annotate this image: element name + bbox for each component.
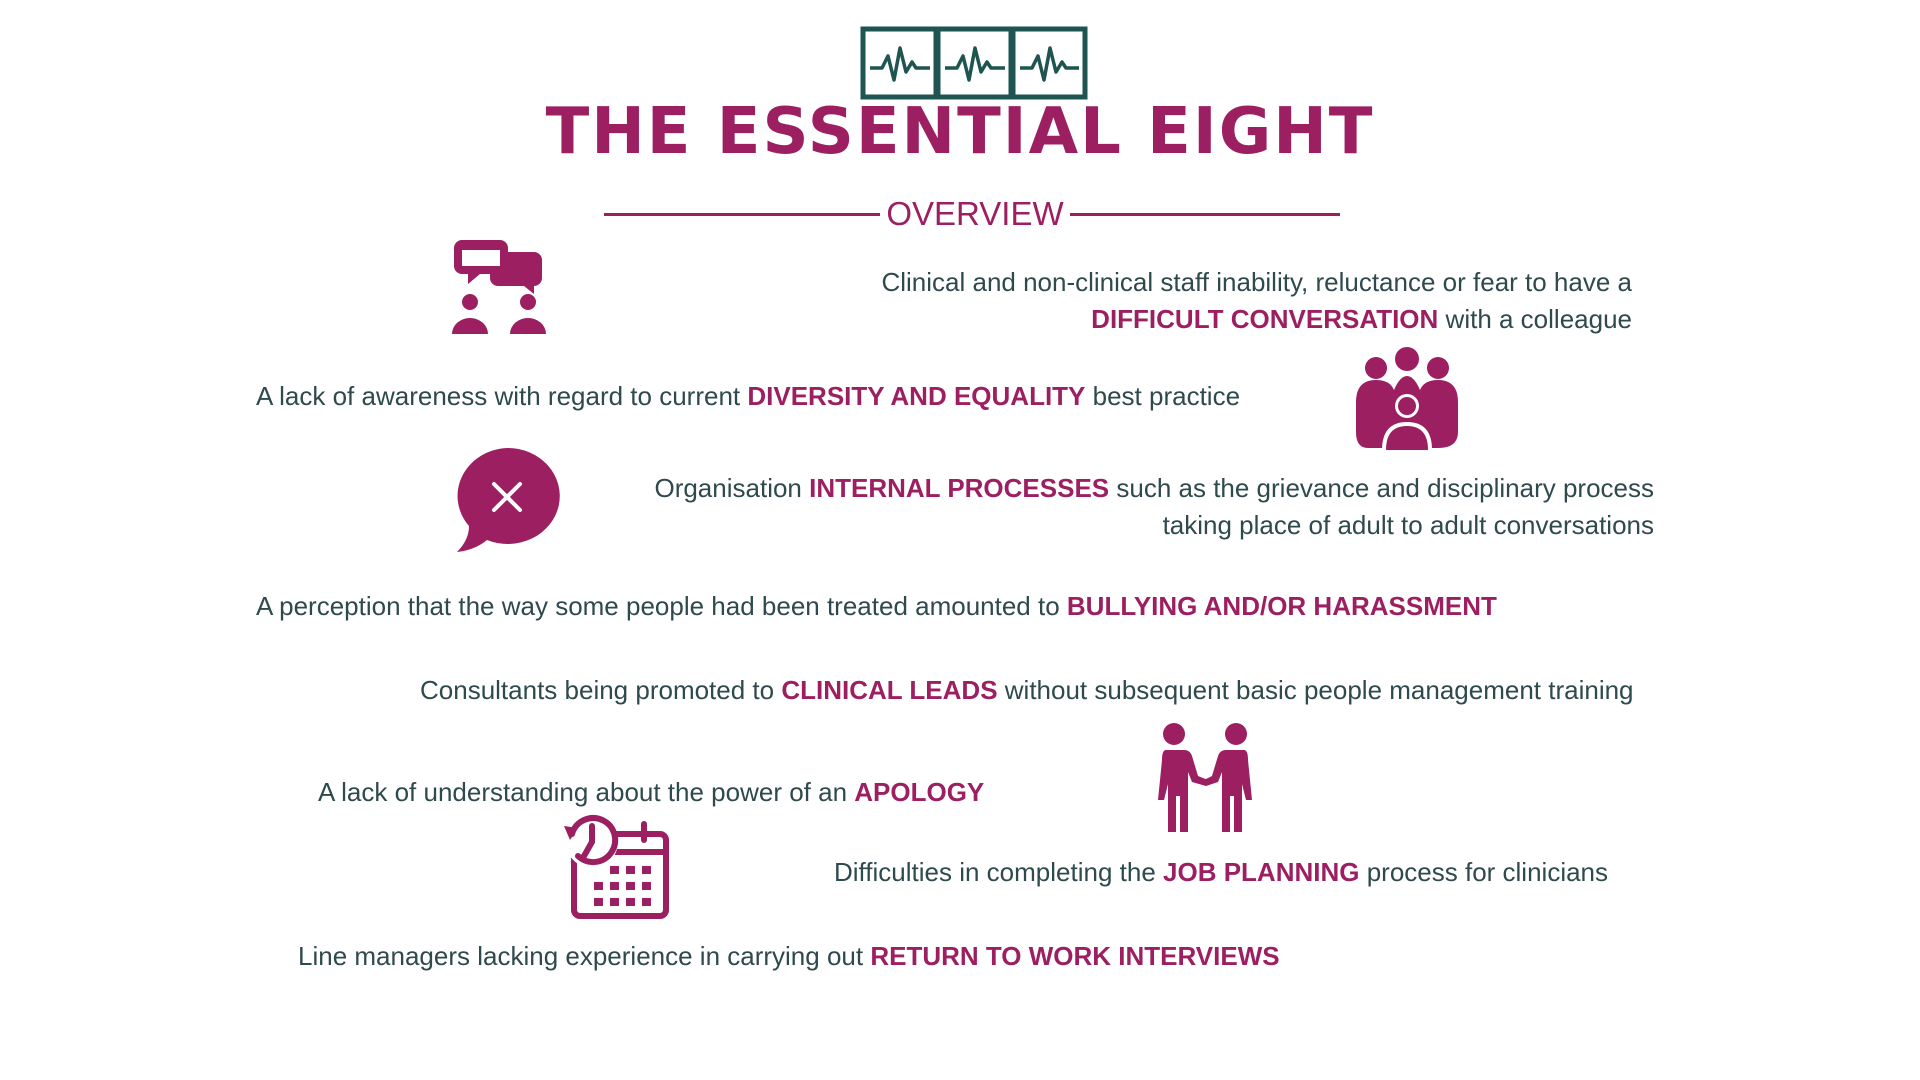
essential-item-7: Difficulties in completing the JOB PLANN…: [834, 854, 1608, 891]
calendar-clock-icon: [560, 812, 672, 920]
essential-item-8-highlight: RETURN TO WORK INTERVIEWS: [870, 941, 1280, 971]
subtitle-divider: OVERVIEW: [604, 196, 1340, 232]
essential-item-7-highlight: JOB PLANNING: [1163, 857, 1360, 887]
essential-item-2-highlight: DIVERSITY AND EQUALITY: [747, 381, 1086, 411]
divider-line-right: [1070, 213, 1340, 216]
conversation-people-icon: [448, 236, 550, 338]
essential-item-4-before: A perception that the way some people ha…: [256, 591, 1067, 621]
essential-item-6: A lack of understanding about the power …: [318, 774, 984, 811]
heartbeat-monitors-logo: [860, 26, 1088, 100]
speech-bubble-x-icon: [452, 446, 562, 556]
essential-item-5-highlight: CLINICAL LEADS: [781, 675, 998, 705]
page-subtitle: OVERVIEW: [886, 195, 1064, 232]
essential-item-1-line1: Clinical and non-clinical staff inabilit…: [881, 267, 1632, 297]
essential-item-8-before: Line managers lacking experience in carr…: [298, 941, 871, 971]
essential-item-2-before: A lack of awareness with regard to curre…: [256, 381, 748, 411]
essential-item-6-highlight: APOLOGY: [854, 777, 985, 807]
page-title: THE ESSENTIAL EIGHT: [545, 95, 1375, 169]
group-people-icon: [1352, 346, 1462, 452]
essential-item-1-highlight: DIFFICULT CONVERSATION: [1091, 304, 1439, 334]
essential-item-4-highlight: BULLYING AND/OR HARASSMENT: [1066, 591, 1497, 621]
essential-item-7-after: process for clinicians: [1359, 857, 1609, 887]
essential-item-1-line2: DIFFICULT CONVERSATION with a colleague: [881, 301, 1632, 338]
essential-item-3-line2: taking place of adult to adult conversat…: [1162, 510, 1654, 540]
essential-item-3-before: Organisation: [654, 473, 810, 503]
essential-item-1-after: with a colleague: [1438, 304, 1632, 334]
essential-item-2: A lack of awareness with regard to curre…: [256, 378, 1240, 415]
essential-item-3: Organisation INTERNAL PROCESSES such as …: [654, 470, 1654, 544]
essential-item-3-line1: Organisation INTERNAL PROCESSES such as …: [654, 470, 1654, 507]
essential-item-8: Line managers lacking experience in carr…: [298, 938, 1280, 975]
divider-line-left: [604, 213, 880, 216]
essential-item-5-after: without subsequent basic people manageme…: [997, 675, 1634, 705]
essential-item-3-highlight: INTERNAL PROCESSES: [809, 473, 1110, 503]
essential-item-3-after: such as the grievance and disciplinary p…: [1109, 473, 1654, 503]
essential-item-2-after: best practice: [1085, 381, 1241, 411]
essential-item-4: A perception that the way some people ha…: [256, 588, 1497, 625]
essential-item-5-before: Consultants being promoted to: [420, 675, 782, 705]
essential-item-6-before: A lack of understanding about the power …: [318, 777, 855, 807]
essential-item-5: Consultants being promoted to CLINICAL L…: [420, 672, 1634, 709]
essential-item-7-before: Difficulties in completing the: [834, 857, 1164, 887]
essential-item-1: Clinical and non-clinical staff inabilit…: [881, 264, 1632, 338]
handshake-people-icon: [1152, 722, 1260, 832]
